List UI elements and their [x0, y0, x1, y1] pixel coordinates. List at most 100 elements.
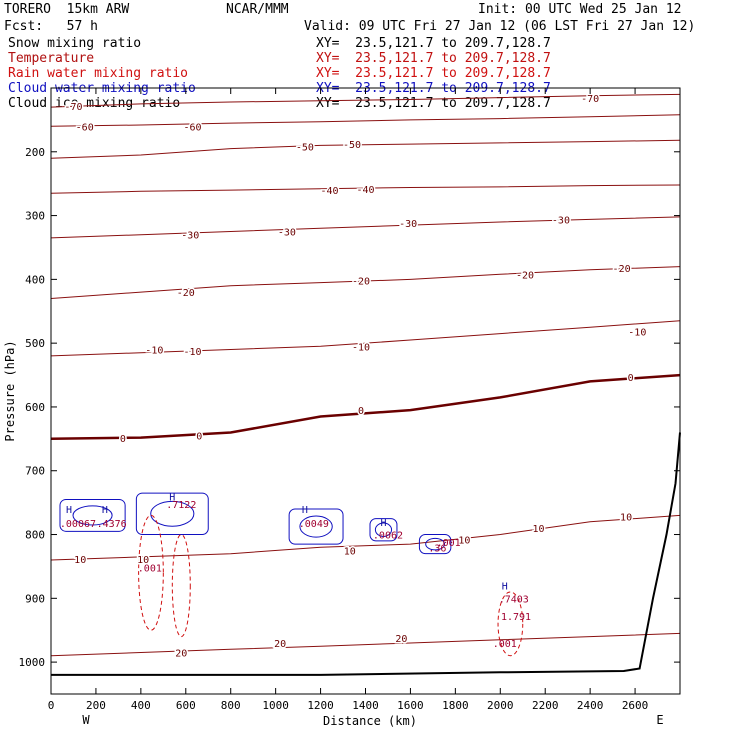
axes-layer: 0 200 400 600 800 1000 1200 1400 1600 1800 2000 220…: [19, 88, 680, 712]
isotherm-label: -10: [183, 347, 201, 358]
maximum-label: .36: [428, 543, 446, 554]
y-tick-label: 400: [25, 273, 45, 286]
cloud-water-contour: [150, 500, 195, 527]
y-tick-label: 900: [25, 592, 45, 605]
isotherm-label: -20: [177, 288, 195, 299]
rain-layer: [138, 514, 524, 657]
y-tick-label: 200: [25, 146, 45, 159]
isotherm-label: -70: [581, 94, 599, 105]
cloud-water-layer: [59, 492, 452, 555]
cloud-water-contour: [374, 522, 393, 537]
org-label: NCAR/MMM: [226, 2, 289, 17]
terrain-line: [51, 432, 681, 676]
legend-label-temperature: Temperature: [8, 51, 95, 66]
y-tick-label: 300: [25, 210, 45, 223]
cloud-water-contour: [418, 534, 452, 555]
init-time: Init: 00 UTC Wed 25 Jan 12: [478, 2, 682, 17]
maximum-label: .001: [493, 639, 517, 650]
maximum-label: .7122: [166, 500, 196, 511]
valid-time: Valid: 09 UTC Fri 27 Jan 12 (06 LST Fri …: [304, 19, 696, 34]
legend-label-rain: Rain water mixing ratio: [8, 66, 189, 81]
isotherm-label: -30: [552, 215, 570, 226]
maximum-label: H: [380, 518, 386, 529]
isotherm-label: -30: [181, 231, 199, 242]
isotherm-label: -20: [352, 277, 370, 288]
isotherm-label: 10: [532, 524, 544, 535]
cloud-water-contour: [59, 498, 126, 532]
cloud-water-contour: [288, 508, 344, 545]
y-tick-label: 600: [25, 401, 45, 414]
isotherm-label: 20: [395, 634, 407, 645]
rain-contour: [171, 534, 191, 638]
maximum-label: .0049: [299, 519, 329, 530]
isotherm-line: [50, 114, 681, 127]
x-end-label-west: W: [82, 713, 90, 727]
maximum-label: H: [502, 582, 508, 593]
isotherm-label: 20: [175, 649, 187, 660]
forecast-hour: Fcst: 57 h: [4, 19, 98, 34]
x-tick-label: 2400: [577, 699, 604, 712]
x-end-label-east: E: [656, 713, 663, 727]
maximum-label: .00067: [60, 519, 96, 530]
terrain-layer: [51, 432, 681, 676]
contour-label-layer: -70 -70 -60 -60 -50 -50 -40 -40 -30 -30 -30 -30 -20 -…: [60, 93, 648, 661]
x-tick-label: 1600: [397, 699, 424, 712]
x-tick-label: 800: [221, 699, 241, 712]
x-axis-title: Distance (km): [323, 714, 417, 728]
x-tick-label: 200: [86, 699, 106, 712]
maximum-label: H: [66, 505, 72, 516]
cloud-water-contour: [299, 515, 333, 538]
cloud-water-contour: [425, 537, 446, 551]
isotherm-label: -20: [613, 264, 631, 275]
isotherm-label: 10: [137, 555, 149, 566]
maximum-label: H: [102, 505, 108, 516]
isotherm-label: -20: [516, 270, 534, 281]
cloud-water-contour: [135, 492, 209, 536]
isotherm-label: 10: [74, 555, 86, 566]
isotherm-label: 0: [628, 373, 634, 384]
y-tick-label: 700: [25, 465, 45, 478]
x-tick-label: 400: [131, 699, 151, 712]
legend-xy-temperature: XY= 23.5,121.7 to 209.7,128.7: [316, 51, 551, 66]
x-tick-label: 2200: [532, 699, 559, 712]
isotherm-label: -30: [278, 228, 296, 239]
legend-xy-snow: XY= 23.5,121.7 to 209.7,128.7: [316, 36, 551, 51]
isotherm-line: [50, 514, 681, 561]
isotherm-label: -70: [64, 102, 82, 113]
cloud-water-contour: [72, 505, 113, 526]
isotherm-line: [50, 632, 681, 657]
x-tick-label: 1800: [442, 699, 469, 712]
isotherm-label: 0: [120, 434, 126, 445]
x-tick-label: 600: [176, 699, 196, 712]
y-tick-label: 800: [25, 529, 45, 542]
isotherm-label: 0: [358, 406, 364, 417]
isotherm-label: 20: [274, 639, 286, 650]
isotherm-label: -60: [183, 122, 201, 133]
isotherm-line: [50, 184, 681, 194]
isotherm-label: 0: [196, 432, 202, 443]
rain-contour: [138, 514, 164, 631]
isotherm-line: [50, 216, 681, 239]
isotherm-label: -10: [628, 328, 646, 339]
y-axis-title: Pressure (hPa): [3, 340, 17, 441]
isotherm-line: [50, 373, 681, 441]
maximum-label: .0062: [373, 531, 403, 542]
x-tick-label: 2600: [622, 699, 649, 712]
legend-xy-rain: XY= 23.5,121.7 to 209.7,128.7: [316, 66, 551, 81]
x-tick-label: 2000: [487, 699, 514, 712]
plot-frame: [50, 87, 681, 695]
maximum-label: H: [302, 505, 308, 516]
x-tick-label: 1000: [262, 699, 289, 712]
isotherm-line: [50, 93, 681, 108]
isotherm-label: -60: [76, 122, 94, 133]
isotherm-line: [50, 139, 681, 159]
rain-contour: [497, 591, 524, 657]
legend-label-snow: Snow mixing ratio: [8, 36, 142, 51]
x-tick-label: 1200: [307, 699, 334, 712]
isotherm-label: 10: [344, 546, 356, 557]
isotherm-label: 10: [458, 536, 470, 547]
isotherm-label: -10: [352, 342, 370, 353]
maximum-label: .7403: [499, 594, 529, 605]
isotherm-label: -50: [296, 143, 314, 154]
